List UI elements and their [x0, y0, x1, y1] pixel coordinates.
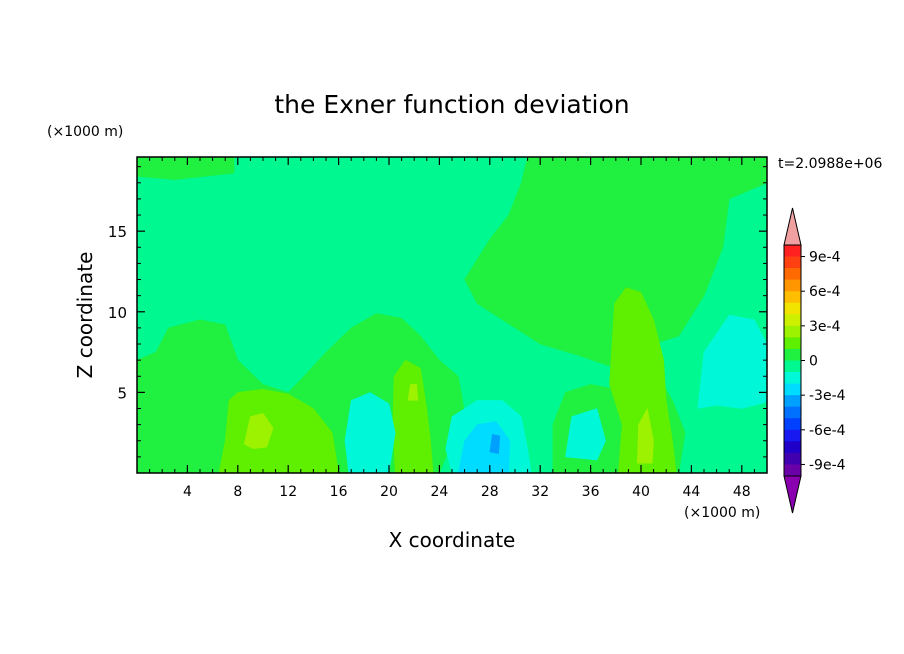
- colorbar-swatch: [784, 395, 801, 407]
- x-tick-label: 4: [183, 484, 192, 500]
- contour-region-yellowgreen-b: [392, 359, 434, 473]
- contour-region-cyan-a: [344, 392, 396, 473]
- colorbar-swatch: [784, 245, 801, 257]
- colorbar-swatch: [784, 464, 801, 477]
- colorbar-tick-label: -3e-4: [809, 388, 846, 404]
- y-axis-ticks: 5 10 15: [108, 166, 767, 458]
- y-unit-label: (×1000 m): [47, 124, 123, 140]
- x-tick-label: 20: [380, 484, 398, 500]
- colorbar-swatch: [784, 360, 801, 373]
- y-tick-label: 15: [108, 223, 127, 241]
- time-label: t=2.0988e+06: [778, 156, 882, 172]
- colorbar-swatch: [784, 372, 801, 384]
- colorbar-swatch: [784, 325, 801, 338]
- colorbar-swatch: [784, 314, 801, 327]
- x-tick-label: 16: [330, 484, 348, 500]
- contour-region-yellow-c: [636, 407, 654, 464]
- x-tick-label: 48: [733, 484, 751, 500]
- x-tick-label: 44: [682, 484, 700, 500]
- x-tick-label: 32: [531, 484, 549, 500]
- chart-title: the Exner function deviation: [274, 90, 629, 119]
- colorbar-tick-label: 0: [809, 354, 818, 370]
- contour-region-lightblue-a: [458, 421, 511, 473]
- colorbar-swatch: [784, 291, 801, 304]
- colorbar-tick-label: 9e-4: [809, 250, 841, 266]
- x-axis-ticks: 4 8 12 16 20 24 28 32 36 40 44 48: [149, 157, 755, 500]
- colorbar: 9e-4 6e-4 3e-4 0 -3e-4 -6e-4 -9e-4: [783, 207, 846, 514]
- x-axis-label: X coordinate: [389, 528, 516, 552]
- colorbar-swatch: [784, 279, 801, 292]
- colorbar-swatch: [784, 268, 801, 280]
- colorbar-swatch: [784, 256, 801, 269]
- x-tick-label: 28: [481, 484, 499, 500]
- colorbar-swatch: [784, 348, 801, 361]
- colorbar-swatch: [784, 302, 801, 315]
- colorbar-swatch: [784, 383, 801, 396]
- x-tick-label: 12: [279, 484, 297, 500]
- contour-region-yellow-b: [407, 384, 419, 401]
- y-axis-label: Z coordinate: [73, 252, 97, 379]
- y-tick-label: 10: [108, 304, 127, 322]
- contour-region-yellowgreen-a: [218, 388, 339, 473]
- contour-region-yellow-a: [243, 413, 274, 450]
- contour-regions: [137, 157, 767, 473]
- x-unit-label: (×1000 m): [684, 505, 760, 521]
- x-tick-label: 8: [233, 484, 242, 500]
- contour-region-blue-spot: [489, 434, 501, 454]
- contour-region-cyan-d: [565, 408, 606, 461]
- x-tick-label: 40: [632, 484, 650, 500]
- x-tick-label: 36: [582, 484, 600, 500]
- colorbar-tick-label: 3e-4: [809, 319, 841, 335]
- colorbar-swatch: [784, 441, 801, 454]
- contour-region-yellowgreen-c: [609, 287, 677, 473]
- colorbar-over-triangle: [783, 207, 802, 246]
- contour-region-top-left-band: [137, 157, 235, 180]
- colorbar-swatch: [784, 337, 801, 350]
- colorbar-tick-label: -6e-4: [809, 423, 846, 439]
- colorbar-swatch: [784, 429, 801, 442]
- colorbar-tick-label: -9e-4: [809, 457, 846, 473]
- colorbar-swatch: [784, 452, 801, 465]
- contour-region-cyan-c: [697, 314, 767, 409]
- y-tick-label: 5: [117, 384, 127, 402]
- colorbar-swatch: [784, 406, 801, 419]
- colorbar-under-triangle: [783, 475, 802, 514]
- colorbar-tick-label: 6e-4: [809, 284, 841, 300]
- colorbar-swatch: [784, 418, 801, 431]
- x-tick-label: 24: [430, 484, 448, 500]
- contour-region-central-upper-positive: [464, 157, 767, 369]
